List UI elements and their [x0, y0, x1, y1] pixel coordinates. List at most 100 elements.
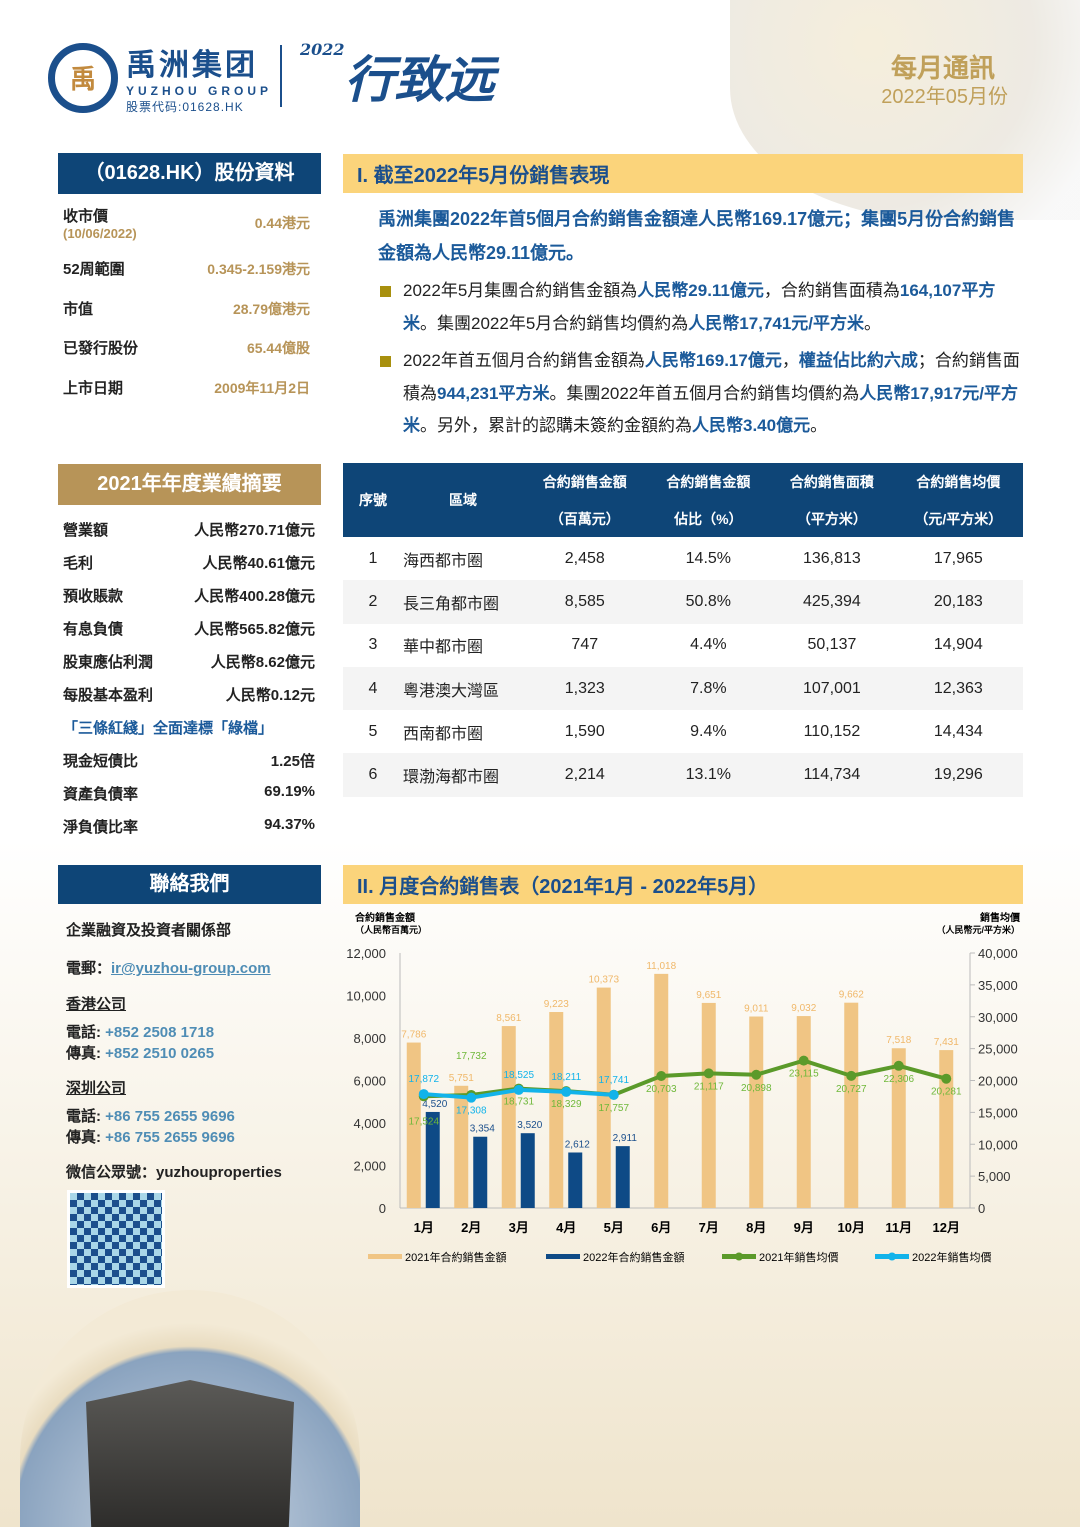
legend-marker	[735, 1252, 743, 1261]
bullet-1: 2022年5月集團合約銷售金額為人民幣29.11億元，合約銷售面積為164,10…	[380, 275, 1023, 340]
bar-2021-label: 7,431	[934, 1037, 959, 1048]
section1-title: I. 截至2022年5月份銷售表現	[343, 154, 1023, 193]
ratio-row: 資產負債率 69.19%	[63, 783, 315, 804]
stock-info-value: 28.79億港元	[232, 300, 310, 317]
cell-no: 1	[343, 537, 403, 581]
annual-value: 人民幣40.61億元	[202, 555, 315, 572]
annual-value: 人民幣270.71億元	[194, 522, 315, 539]
annual-row: 有息負債 人民幣565.82億元	[63, 618, 315, 639]
body-text: 。集團2022年首五個月合約銷售均價約為	[549, 383, 860, 403]
cell-no: 2	[343, 580, 403, 624]
cell-region: 西南都市圈	[403, 710, 523, 754]
total-cell: 16,917	[523, 796, 647, 841]
legend-label: 2021年合約銷售金額	[405, 1250, 506, 1264]
logo-en: YUZHOU GROUP	[126, 84, 273, 98]
newsletter-date: 2022年05月份	[881, 86, 1008, 108]
annual-row: 預收賬款 人民幣400.28億元	[63, 585, 315, 606]
y-right-tick: 25,000	[978, 1042, 1018, 1057]
body-text: 2022年首五個月合約銷售金額為	[403, 351, 645, 370]
email-link[interactable]: ir@yuzhou-group.com	[111, 960, 271, 977]
stock-info-row: 上市日期 2009年11月2日	[63, 377, 310, 398]
legend-swatch	[546, 1254, 580, 1259]
bar-2022	[568, 1152, 583, 1208]
cell-price: 14,904	[893, 623, 1023, 667]
bar-2022-label: 2,911	[613, 1133, 638, 1144]
bar-2021	[844, 1002, 859, 1208]
total-cell: 17,917	[893, 796, 1023, 841]
x-tick: 2月	[461, 1220, 481, 1235]
stock-info-label: 已發行股份	[63, 337, 138, 358]
line-label: 17,741	[598, 1075, 629, 1086]
logo-cn: 禹洲集团	[126, 49, 258, 82]
section2-title: II. 月度合約銷售表（2021年1月 - 2022年5月）	[343, 865, 1023, 904]
line-label: 20,281	[931, 1087, 962, 1098]
line-label: 17,524	[408, 1116, 439, 1127]
highlight-text: 人民幣3.40億元	[692, 416, 811, 435]
line-point	[418, 1089, 429, 1100]
ratio-value: 94.37%	[264, 816, 315, 833]
slogan: 2022行致远	[300, 40, 495, 112]
x-tick: 7月	[699, 1220, 719, 1235]
bar-2021	[939, 1050, 954, 1208]
line-label: 20,703	[646, 1084, 677, 1095]
cell-no: 3	[343, 623, 403, 667]
sz-tel[interactable]: +86 755 2655 9696	[105, 1108, 235, 1125]
sz-office-title: 深圳公司	[66, 1080, 127, 1097]
line-label: 18,211	[551, 1072, 581, 1083]
x-tick: 6月	[651, 1220, 671, 1235]
th-price-unit: （元/平方米）	[893, 500, 1023, 537]
line-label: 18,329	[551, 1099, 582, 1110]
bullet-2: 2022年首五個月合約銷售金額為人民幣169.17億元，權益佔比約六成；合約銷售…	[380, 345, 1023, 443]
bar-2021-label: 9,223	[544, 999, 569, 1010]
wechat-qr-code	[67, 1190, 165, 1288]
x-tick: 11月	[885, 1220, 912, 1235]
table-row: 1 海西都市圈 2,458 14.5% 136,813 17,965	[343, 537, 1023, 581]
logo-mark: 禹	[48, 42, 118, 113]
cell-region: 華中都市圈	[403, 623, 523, 667]
line-label: 17,872	[408, 1074, 439, 1085]
table-total-row: 總計 16,917 100.0% 944,231 17,917	[343, 796, 1023, 841]
stock-info-label: 收市價 (10/06/2022)	[63, 205, 137, 241]
cell-share: 7.8%	[646, 666, 771, 711]
bar-2021	[454, 1085, 469, 1208]
bar-2022	[425, 1111, 440, 1208]
table-row: 4 粵港澳大灣區 1,323 7.8% 107,001 12,363	[343, 666, 1023, 711]
bar-2022-label: 4,520	[422, 1099, 447, 1110]
cell-area: 136,813	[770, 537, 894, 581]
cell-area: 110,152	[770, 710, 894, 754]
cell-amount: 8,585	[523, 580, 647, 624]
body-text: ，	[781, 351, 799, 370]
cell-region: 粵港澳大灣區	[403, 666, 523, 711]
annual-value: 人民幣400.28億元	[194, 588, 315, 605]
annual-label: 毛利	[63, 555, 94, 572]
cell-share: 13.1%	[646, 753, 771, 797]
total-cell: 100.0%	[646, 796, 771, 841]
y-right-tick: 40,000	[978, 946, 1018, 961]
hk-tel[interactable]: +852 2508 1718	[105, 1024, 215, 1041]
annual-value: 人民幣8.62億元	[210, 654, 315, 671]
bar-2021-label: 7,786	[401, 1030, 426, 1041]
cell-no: 4	[343, 666, 403, 711]
annual-row: 毛利 人民幣40.61億元	[63, 552, 315, 573]
line-point	[656, 1071, 667, 1082]
highlight-text: 人民幣17,741元/平方米	[688, 313, 865, 333]
header-divider	[280, 45, 282, 107]
bar-2021-label: 9,032	[791, 1003, 816, 1014]
cell-area: 107,001	[770, 666, 894, 711]
x-tick: 10月	[838, 1220, 865, 1235]
line-label: 17,732	[456, 1051, 487, 1062]
th-no: 序號	[343, 463, 403, 537]
stock-info-title: （01628.HK）股份資料	[58, 153, 321, 194]
bar-2021-label: 8,561	[496, 1013, 521, 1024]
annual-label: 預收賬款	[63, 588, 124, 605]
line-point	[513, 1084, 524, 1095]
slogan-text: 行致远	[344, 50, 495, 109]
y-left-tick: 4,000	[353, 1116, 386, 1131]
body-text: 。集團2022年5月合約銷售均價約為	[420, 313, 689, 333]
total-label: 總計	[403, 796, 523, 841]
table-row: 5 西南都市圈 1,590 9.4% 110,152 14,434	[343, 710, 1023, 754]
cell-share: 4.4%	[646, 623, 771, 667]
cell-price: 19,296	[893, 753, 1023, 797]
body-text: 。	[864, 313, 882, 333]
ratio-row: 淨負債比率 94.37%	[63, 816, 315, 837]
